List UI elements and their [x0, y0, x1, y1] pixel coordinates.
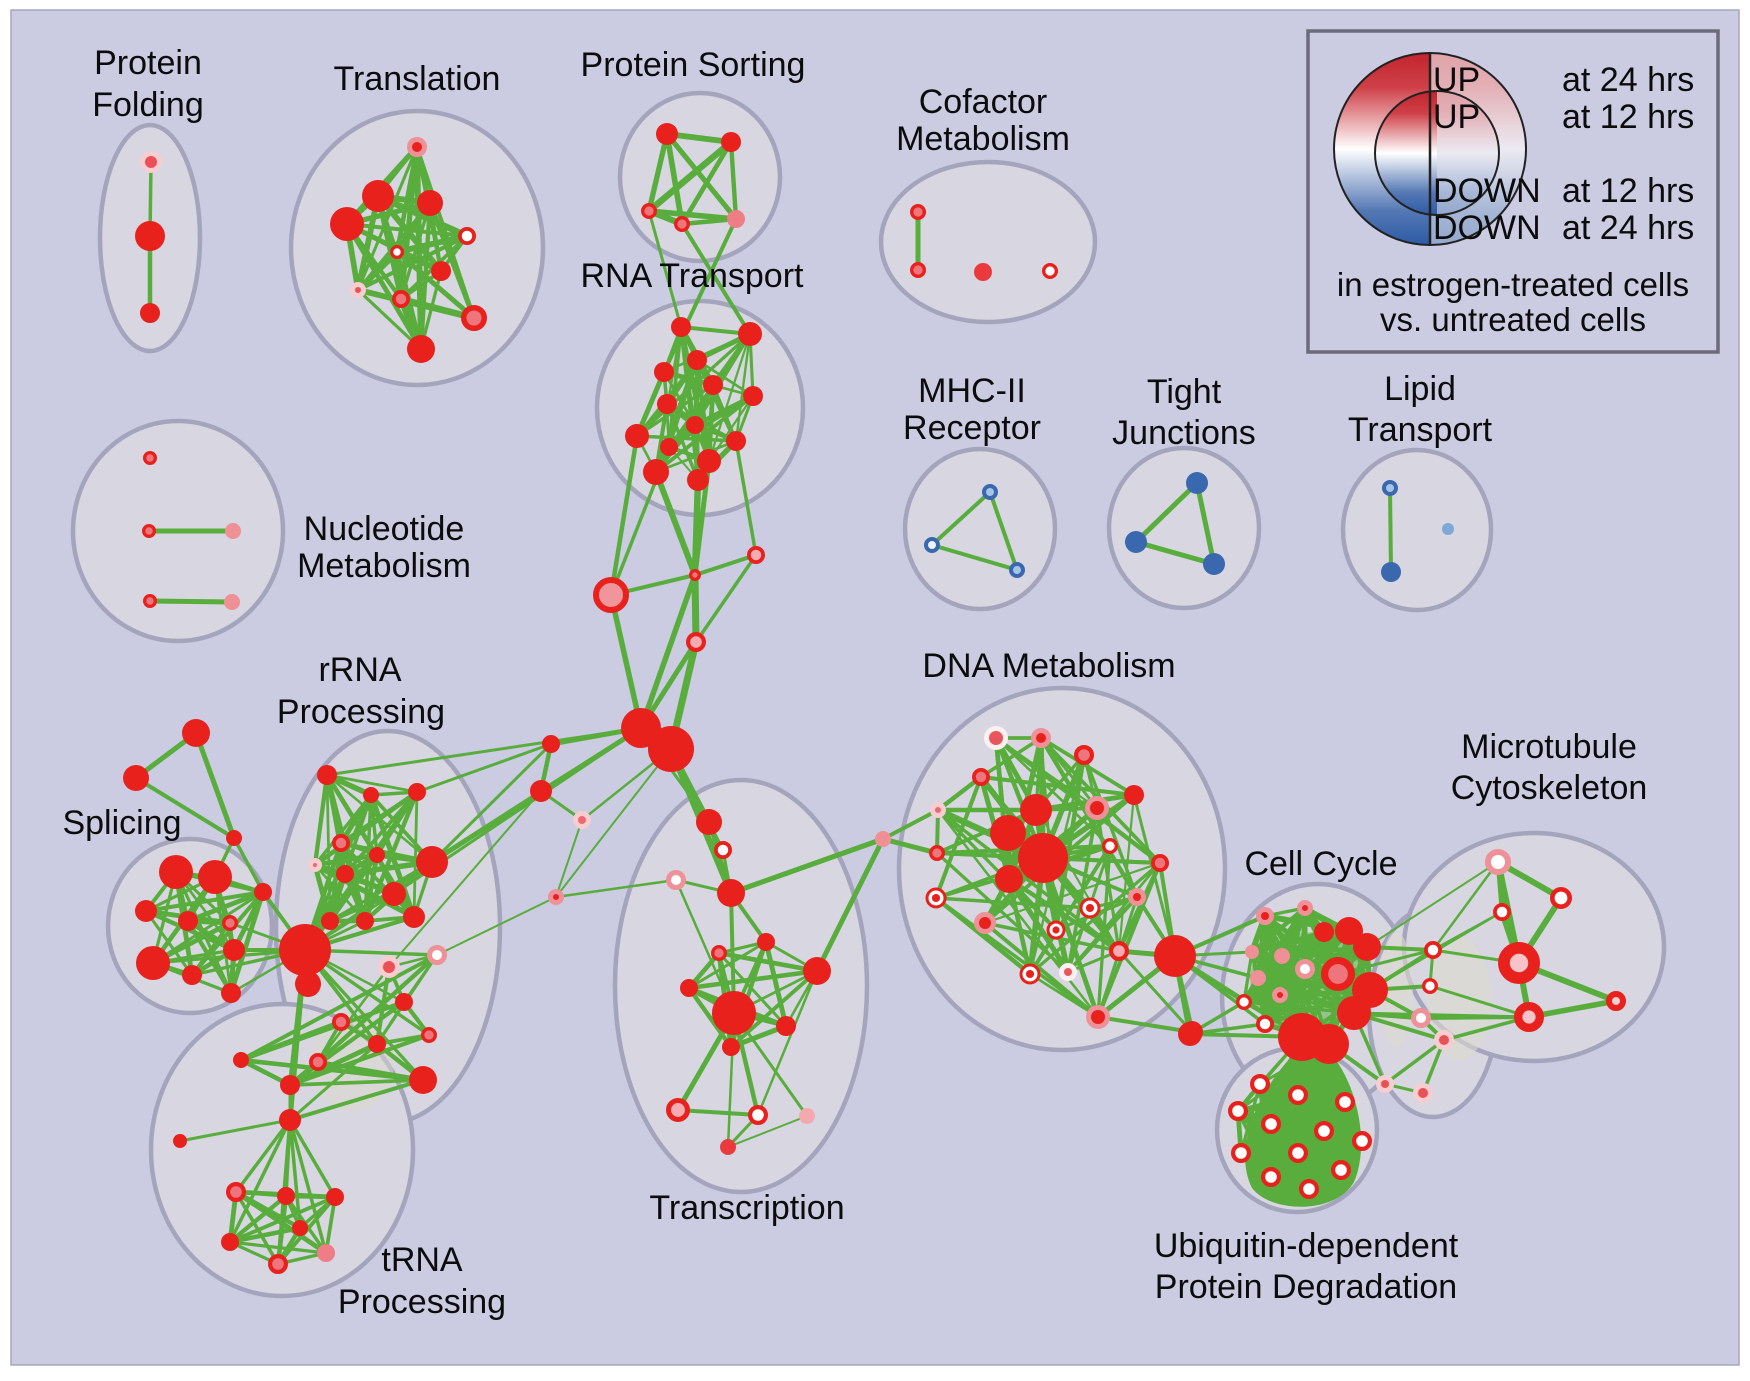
svg-text:Folding: Folding [92, 86, 204, 124]
svg-text:Microtubule: Microtubule [1461, 728, 1637, 766]
svg-text:at 12 hrs: at 12 hrs [1562, 172, 1694, 210]
svg-text:in estrogen-treated cells: in estrogen-treated cells [1337, 266, 1689, 303]
svg-text:MHC-II: MHC-II [918, 372, 1026, 410]
svg-text:Protein: Protein [94, 44, 202, 82]
svg-text:Junctions: Junctions [1112, 414, 1256, 452]
svg-text:DOWN: DOWN [1433, 172, 1541, 210]
svg-text:RNA Transport: RNA Transport [581, 257, 805, 295]
svg-text:UP: UP [1433, 61, 1480, 99]
svg-text:Tight: Tight [1147, 373, 1222, 411]
svg-text:Processing: Processing [277, 693, 445, 731]
svg-text:Lipid: Lipid [1384, 370, 1456, 408]
svg-text:Metabolism: Metabolism [297, 547, 471, 585]
svg-text:at 12 hrs: at 12 hrs [1562, 98, 1694, 136]
svg-text:Translation: Translation [334, 60, 501, 98]
svg-text:Cell Cycle: Cell Cycle [1244, 845, 1397, 883]
svg-text:DOWN: DOWN [1433, 209, 1541, 247]
svg-text:Processing: Processing [338, 1283, 506, 1321]
svg-text:Transcription: Transcription [649, 1189, 844, 1227]
svg-text:Protein Degradation: Protein Degradation [1155, 1268, 1457, 1306]
svg-text:DNA Metabolism: DNA Metabolism [922, 647, 1175, 685]
svg-text:Transport: Transport [1348, 411, 1493, 449]
svg-text:UP: UP [1433, 98, 1480, 136]
svg-text:Receptor: Receptor [903, 409, 1041, 447]
svg-text:Ubiquitin-dependent: Ubiquitin-dependent [1154, 1227, 1459, 1265]
svg-text:rRNA: rRNA [318, 651, 401, 689]
svg-text:Cytoskeleton: Cytoskeleton [1451, 769, 1648, 807]
svg-text:at 24 hrs: at 24 hrs [1562, 209, 1694, 247]
svg-text:vs. untreated cells: vs. untreated cells [1380, 301, 1646, 338]
svg-text:Protein Sorting: Protein Sorting [581, 46, 806, 84]
svg-text:tRNA: tRNA [381, 1241, 463, 1279]
svg-text:at 24 hrs: at 24 hrs [1562, 61, 1694, 99]
svg-text:Cofactor: Cofactor [919, 83, 1048, 121]
svg-text:Splicing: Splicing [62, 804, 181, 842]
svg-text:Metabolism: Metabolism [896, 120, 1070, 158]
svg-text:Nucleotide: Nucleotide [304, 510, 465, 548]
